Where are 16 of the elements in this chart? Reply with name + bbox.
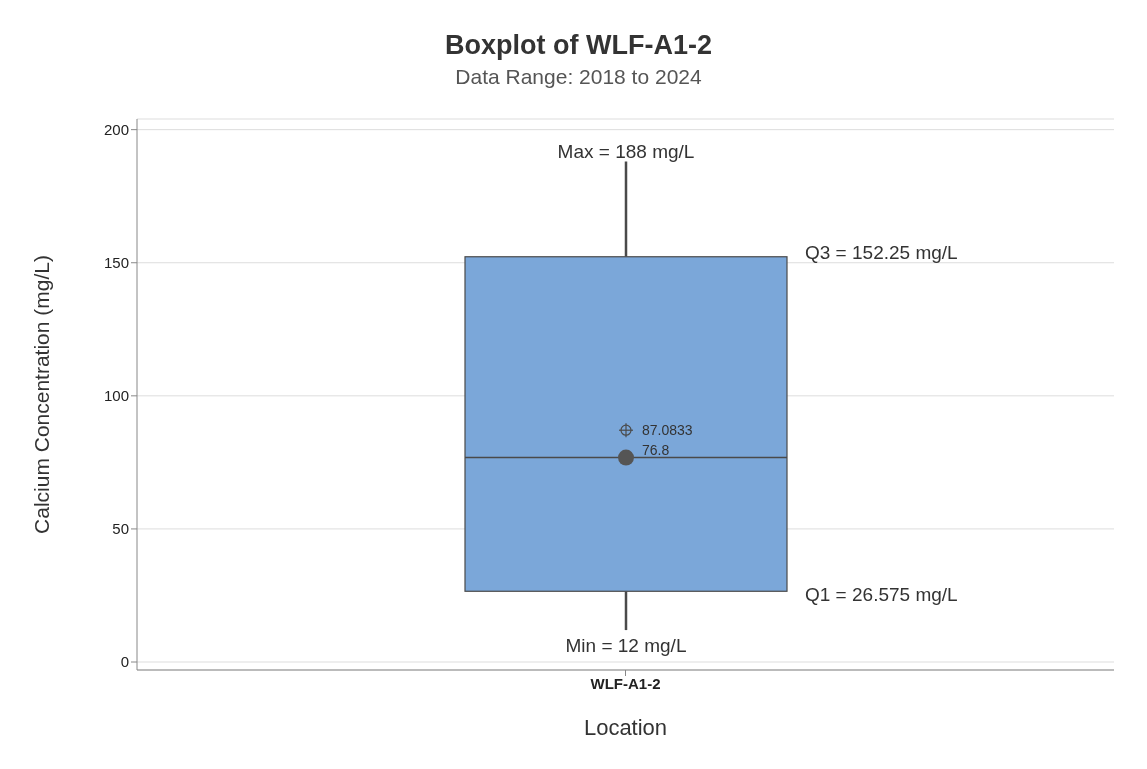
y-axis-title: Calcium Concentration (mg/L) xyxy=(30,255,54,534)
y-tick-label: 100 xyxy=(103,387,129,405)
y-tick-label: 200 xyxy=(103,120,129,138)
y-tick-label: 50 xyxy=(112,520,129,538)
annotation: Max = 188 mg/L xyxy=(557,140,695,162)
annotation: Min = 12 mg/L xyxy=(565,635,687,657)
x-tick-label: WLF-A1-2 xyxy=(590,674,661,692)
annotation: 87.0833 xyxy=(642,422,693,439)
annotation: Q1 = 26.575 mg/L xyxy=(805,584,958,606)
annotation: 76.8 xyxy=(642,441,670,458)
chart-title: Boxplot of WLF-A1-2 xyxy=(444,29,713,61)
y-tick-label: 0 xyxy=(120,653,129,671)
annotation: Q3 = 152.25 mg/L xyxy=(805,241,958,263)
x-axis-title: Location xyxy=(583,715,668,740)
chart-subtitle: Data Range: 2018 to 2024 xyxy=(454,65,703,89)
y-tick-label: 150 xyxy=(103,254,129,272)
